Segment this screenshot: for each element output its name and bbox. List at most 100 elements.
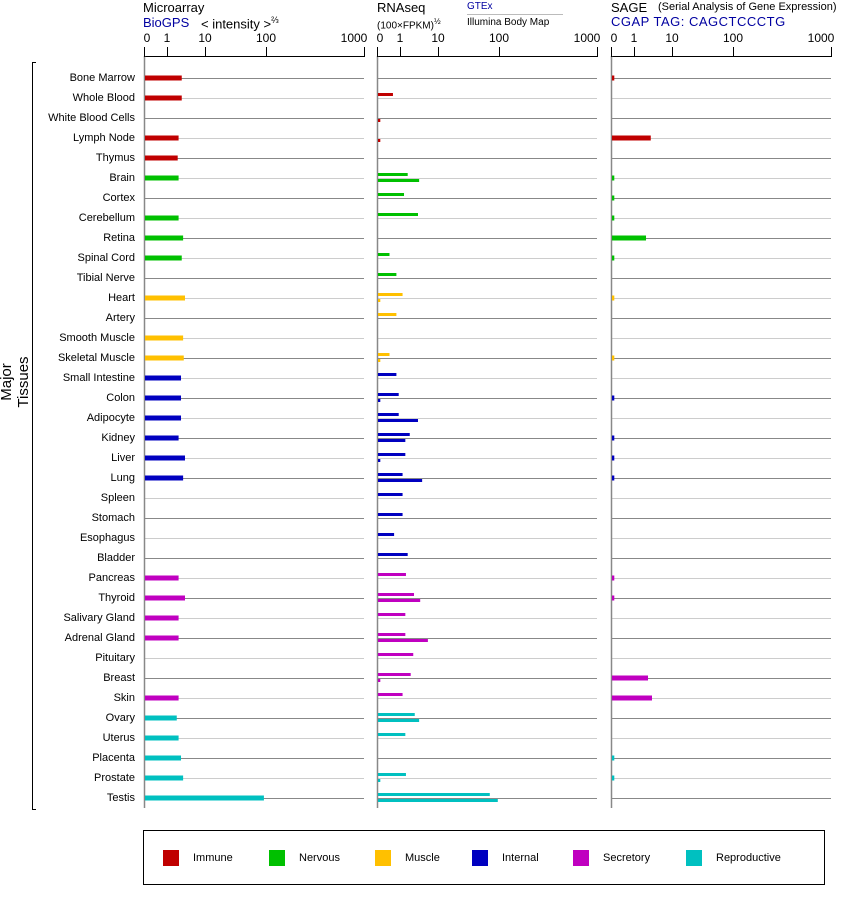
gtex-link[interactable]: GTEx — [467, 1, 493, 12]
x-tick-label: 1000 — [340, 31, 368, 45]
sage-bar — [612, 435, 615, 441]
rnaseq-title: RNAseq — [377, 0, 426, 15]
legend-label: Nervous — [299, 852, 340, 864]
tissue-label: Esophagus — [79, 532, 135, 544]
illumina-bar — [378, 779, 381, 782]
series-divider — [467, 14, 563, 15]
tissue-label: Pancreas — [88, 572, 135, 584]
microarray-bar — [145, 595, 185, 601]
tissue-label: Stomach — [91, 512, 135, 524]
illumina-bar — [378, 719, 420, 722]
microarray-bar — [145, 715, 177, 721]
gtex-bar — [378, 553, 408, 556]
illumina-label: Illumina Body Map — [467, 17, 550, 28]
illumina-bar — [378, 439, 406, 442]
sage-bar — [612, 235, 647, 241]
x-tick-label: 1000 — [573, 31, 601, 45]
gtex-bar — [378, 713, 415, 716]
microarray-bar — [145, 375, 182, 381]
x-tick-label: 100 — [488, 31, 510, 45]
sage-bar — [612, 475, 615, 481]
gtex-bar — [378, 213, 418, 216]
x-tick-label: 0 — [610, 31, 618, 45]
x-tick-label: 1 — [396, 31, 404, 45]
legend-swatch — [686, 850, 702, 866]
gtex-bar — [378, 513, 403, 516]
microarray-bar — [145, 175, 179, 181]
gtex-bar — [378, 313, 397, 316]
microarray-unit-exponent: ⅔ — [271, 15, 279, 25]
tissue-label: Testis — [106, 792, 135, 804]
tissue-label: Bone Marrow — [69, 72, 135, 84]
gtex-bar — [378, 473, 403, 476]
tissue-label: Prostate — [94, 772, 135, 784]
x-tick-label: 100 — [722, 31, 744, 45]
gtex-bar — [378, 493, 403, 496]
illumina-bar — [378, 599, 421, 602]
legend-swatch — [573, 850, 589, 866]
microarray-bar — [145, 415, 182, 421]
microarray-bar — [145, 735, 179, 741]
tissue-label: Lung — [110, 472, 135, 484]
microarray-bar — [145, 475, 184, 481]
illumina-bar — [378, 799, 498, 802]
sage-bar — [612, 135, 651, 141]
gtex-bar — [378, 633, 406, 636]
tissue-label: Colon — [106, 392, 135, 404]
gtex-bar — [378, 573, 406, 576]
gtex-bar — [378, 453, 406, 456]
tissue-label: Heart — [108, 292, 135, 304]
sage-bar — [612, 755, 615, 761]
gtex-bar — [378, 353, 390, 356]
x-tick-label: 10 — [431, 31, 445, 45]
x-tick-label: 1 — [163, 31, 171, 45]
sage-bar — [612, 295, 615, 301]
x-tick-label: 10 — [665, 31, 679, 45]
gtex-bar — [378, 773, 406, 776]
gtex-bar — [378, 413, 399, 416]
microarray-bar — [145, 635, 179, 641]
tissue-label: Liver — [111, 452, 135, 464]
microarray-bar — [145, 155, 178, 161]
gtex-bar — [378, 733, 406, 736]
sage-bar — [612, 255, 615, 261]
tissue-label: Kidney — [101, 432, 135, 444]
tissue-label: Skin — [113, 692, 135, 704]
illumina-bar — [378, 399, 381, 402]
tissue-label: White Blood Cells — [48, 112, 135, 124]
microarray-bar — [145, 355, 184, 361]
x-tick-label: 10 — [198, 31, 212, 45]
gtex-bar — [378, 273, 397, 276]
tissue-label: Spinal Cord — [77, 252, 135, 264]
gtex-bar — [378, 593, 415, 596]
gtex-bar — [378, 433, 410, 436]
gtex-bar — [378, 373, 397, 376]
gtex-bar — [378, 173, 408, 176]
tissue-label: Pituitary — [95, 652, 135, 664]
sage-bar — [612, 675, 649, 681]
legend-label: Secretory — [603, 852, 651, 864]
legend-swatch — [163, 850, 179, 866]
microarray-bar — [145, 775, 184, 781]
microarray-bar — [145, 215, 179, 221]
x-tick-label: 0 — [376, 31, 384, 45]
tissue-label: Small Intestine — [62, 372, 135, 384]
illumina-bar — [378, 459, 381, 462]
tissue-label: Brain — [109, 172, 135, 184]
legend-label: Immune — [193, 852, 233, 864]
tissue-label: Uterus — [102, 732, 135, 744]
gtex-bar — [378, 93, 393, 96]
sage-bar — [612, 75, 615, 81]
gtex-bar — [378, 693, 403, 696]
tissue-label: Cerebellum — [78, 212, 135, 224]
illumina-bar — [378, 139, 381, 142]
cgap-tag-link[interactable]: CGAP TAG: CAGCTCCCTG — [611, 14, 786, 29]
legend-swatch — [269, 850, 285, 866]
microarray-bar — [145, 455, 185, 461]
biogps-link[interactable]: BioGPS — [143, 15, 190, 30]
gtex-bar — [378, 293, 403, 296]
legend-label: Muscle — [405, 852, 440, 864]
sage-bar — [612, 695, 652, 701]
x-tick-label: 100 — [255, 31, 277, 45]
